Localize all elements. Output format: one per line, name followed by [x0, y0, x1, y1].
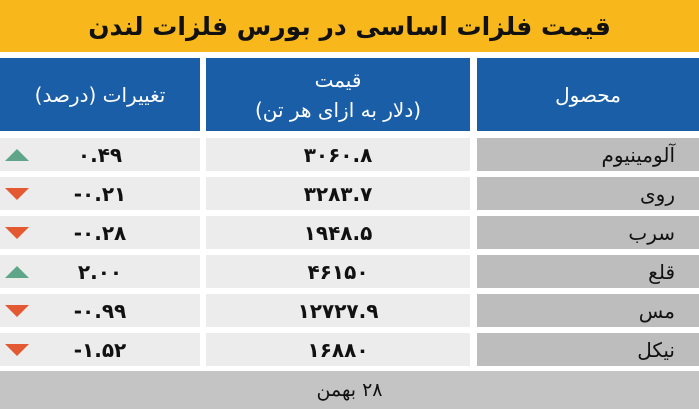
change-cell: ۰.۴۹ — [0, 138, 200, 171]
change-value: -۱.۵۲ — [73, 337, 127, 362]
change-value: -۰.۹۹ — [73, 298, 127, 323]
table-row: -۰.۲۱ ۳۲۸۳.۷ روی — [0, 177, 699, 210]
table-row: ۰.۴۹ ۳۰۶۰.۸ آلومینیوم — [0, 138, 699, 171]
header-change: تغییرات (درصد) — [0, 58, 200, 131]
price-cell: ۳۲۸۳.۷ — [206, 177, 470, 210]
price-cell: ۱۲۷۲۷.۹ — [206, 294, 470, 327]
table-row: -۰.۲۸ ۱۹۴۸.۵ سرب — [0, 216, 699, 249]
product-cell: مس — [477, 294, 699, 327]
change-value: ۰.۴۹ — [77, 142, 123, 167]
date-footer: ۲۸ بهمن — [0, 371, 699, 409]
triangle-up-icon — [5, 149, 29, 161]
price-cell: ۳۰۶۰.۸ — [206, 138, 470, 171]
change-value: -۰.۲۸ — [73, 220, 127, 245]
change-cell: -۰.۲۱ — [0, 177, 200, 210]
change-cell: -۰.۲۸ — [0, 216, 200, 249]
change-value: -۰.۲۱ — [73, 181, 127, 206]
product-cell: قلع — [477, 255, 699, 288]
header-price-label: قیمت — [314, 67, 362, 92]
change-cell: -۰.۹۹ — [0, 294, 200, 327]
price-cell: ۱۶۸۸۰ — [206, 333, 470, 366]
header-price: قیمت (دلار به ازای هر تن) — [206, 58, 470, 131]
product-cell: نیکل — [477, 333, 699, 366]
change-value: ۲.۰۰ — [77, 259, 123, 284]
triangle-down-icon — [5, 188, 29, 200]
header-change-label: تغییرات (درصد) — [34, 82, 166, 107]
change-cell: ۲.۰۰ — [0, 255, 200, 288]
triangle-down-icon — [5, 305, 29, 317]
header-product: محصول — [477, 58, 699, 131]
triangle-down-icon — [5, 227, 29, 239]
table-title: قیمت فلزات اساسی در بورس فلزات لندن — [0, 0, 699, 52]
table-row: -۱.۵۲ ۱۶۸۸۰ نیکل — [0, 333, 699, 366]
table-row: ۲.۰۰ ۴۶۱۵۰ قلع — [0, 255, 699, 288]
product-cell: سرب — [477, 216, 699, 249]
price-cell: ۴۶۱۵۰ — [206, 255, 470, 288]
change-cell: -۱.۵۲ — [0, 333, 200, 366]
table-row: -۰.۹۹ ۱۲۷۲۷.۹ مس — [0, 294, 699, 327]
price-cell: ۱۹۴۸.۵ — [206, 216, 470, 249]
triangle-down-icon — [5, 344, 29, 356]
product-cell: روی — [477, 177, 699, 210]
header-product-label: محصول — [555, 82, 621, 107]
header-price-unit: (دلار به ازای هر تن) — [254, 97, 422, 122]
triangle-up-icon — [5, 266, 29, 278]
product-cell: آلومینیوم — [477, 138, 699, 171]
